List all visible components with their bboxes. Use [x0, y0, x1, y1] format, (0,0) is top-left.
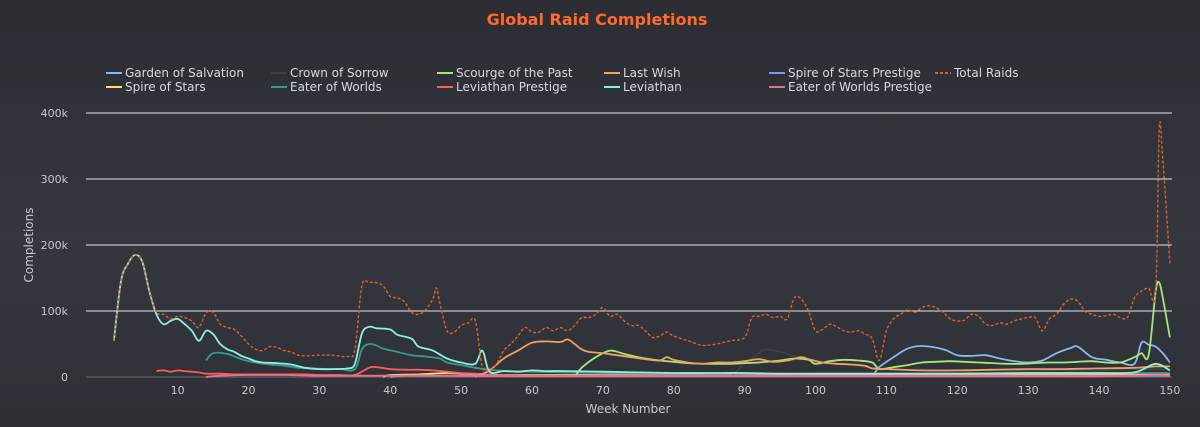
y-tick-label: 200k [41, 239, 69, 252]
series-line-leviathan [113, 253, 1171, 375]
legend-item[interactable]: Total Raids [935, 66, 1018, 80]
legend-item[interactable]: Eater of Worlds [271, 80, 382, 94]
series-line-crown-of-sorrow [729, 348, 1170, 378]
x-axis-ticks: 10 20 30 40 50 60 70 80 90 100 110 120 130 140 150 [171, 384, 1181, 397]
x-tick-label: 110 [876, 384, 897, 397]
legend-item[interactable]: Spire of Stars Prestige [769, 66, 921, 80]
y-tick-label: 400k [41, 107, 69, 120]
x-tick-label: 90 [738, 384, 752, 397]
legend-item[interactable]: Crown of Sorrow [271, 66, 389, 80]
x-tick-label: 120 [947, 384, 968, 397]
legend-item[interactable]: Spire of Stars [106, 80, 206, 94]
legend-item[interactable]: Scourge of the Past [437, 66, 573, 80]
chart-title: Global Raid Completions [487, 10, 708, 29]
x-tick-label: 130 [1018, 384, 1039, 397]
y-tick-label: 300k [41, 173, 69, 186]
legend-label: Eater of Worlds Prestige [788, 80, 932, 94]
series-line-eater-of-worlds-prestige [205, 374, 1170, 378]
x-tick-label: 70 [596, 384, 610, 397]
y-axis-label: Completions [22, 208, 36, 283]
legend-label: Spire of Stars [125, 80, 206, 94]
x-tick-label: 80 [667, 384, 681, 397]
legend-label: Last Wish [623, 66, 681, 80]
legend-label: Scourge of the Past [456, 66, 573, 80]
series-line-garden-of-salvation [871, 340, 1171, 378]
x-tick-label: 20 [242, 384, 256, 397]
x-tick-label: 30 [312, 384, 326, 397]
legend-label: Total Raids [953, 66, 1018, 80]
series-line-total-raids [113, 121, 1171, 373]
legend-label: Leviathan [623, 80, 682, 94]
series [113, 121, 1171, 378]
x-tick-label: 140 [1089, 384, 1110, 397]
x-tick-label: 10 [171, 384, 185, 397]
legend-item[interactable]: Eater of Worlds Prestige [769, 80, 932, 94]
legend-item[interactable]: Leviathan Prestige [437, 80, 567, 94]
x-tick-label: 50 [454, 384, 468, 397]
y-axis-ticks: 0 100k 200k 300k 400k [41, 107, 69, 384]
y-tick-label: 0 [61, 371, 68, 384]
x-axis-label: Week Number [586, 402, 671, 416]
legend-item[interactable]: Leviathan [604, 80, 682, 94]
x-tick-label: 100 [805, 384, 826, 397]
x-tick-label: 150 [1159, 384, 1180, 397]
legend-item[interactable]: Garden of Salvation [106, 66, 244, 80]
legend-label: Leviathan Prestige [456, 80, 567, 94]
legend-label: Garden of Salvation [125, 66, 244, 80]
series-line-scourge-of-the-past [573, 280, 1171, 378]
x-tick-label: 40 [383, 384, 397, 397]
legend-item[interactable]: Last Wish [604, 66, 681, 80]
legend-label: Crown of Sorrow [290, 66, 389, 80]
x-tick-label: 60 [525, 384, 539, 397]
legend-label: Spire of Stars Prestige [788, 66, 921, 80]
series-line-last-wish [474, 338, 1170, 378]
grid [86, 112, 1172, 378]
y-tick-label: 100k [41, 305, 69, 318]
legend-label: Eater of Worlds [290, 80, 382, 94]
